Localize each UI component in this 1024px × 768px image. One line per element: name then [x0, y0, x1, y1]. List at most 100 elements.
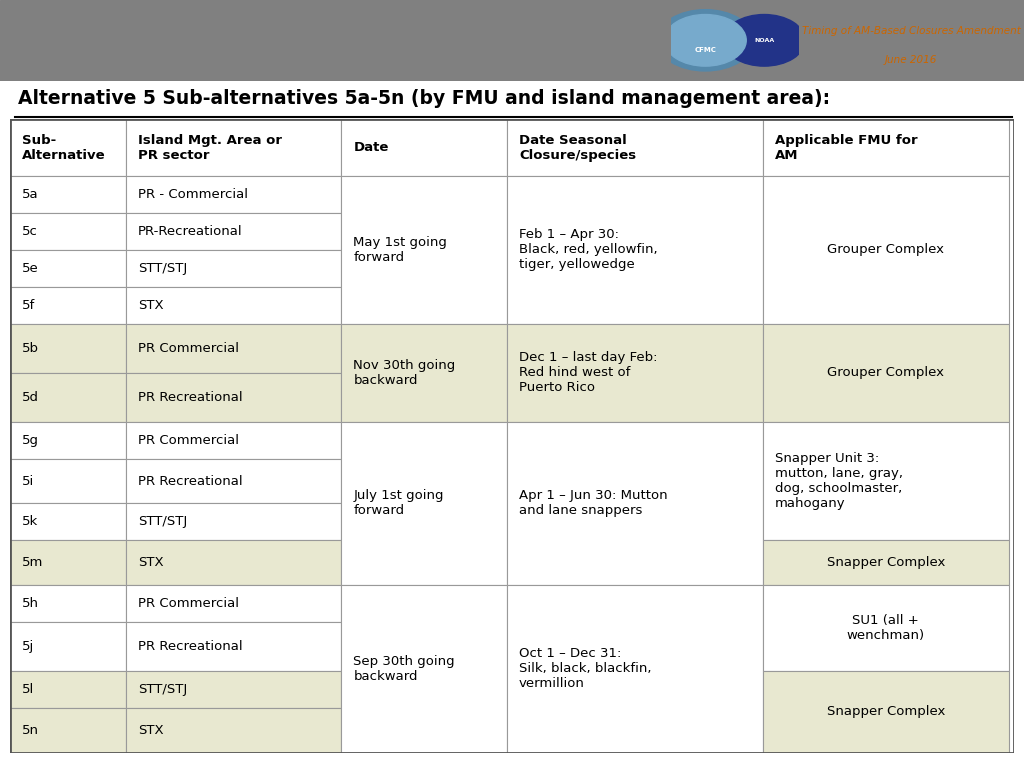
Text: 5d: 5d: [23, 391, 39, 404]
Text: July 1st going
forward: July 1st going forward: [353, 489, 444, 518]
Bar: [507, 422, 763, 585]
Bar: [10, 585, 126, 622]
Bar: [10, 708, 126, 753]
Bar: [341, 585, 507, 753]
Bar: [341, 176, 507, 324]
Text: Snapper Unit 3:
mutton, lane, gray,
dog, schoolmaster,
mahogany: Snapper Unit 3: mutton, lane, gray, dog,…: [775, 452, 903, 510]
Text: 5n: 5n: [23, 723, 39, 737]
Circle shape: [656, 10, 754, 71]
Text: STX: STX: [137, 723, 163, 737]
Text: CFMC: CFMC: [694, 47, 716, 53]
Text: PR Commercial: PR Commercial: [137, 342, 239, 355]
Bar: [10, 458, 126, 503]
Text: Grouper Complex: Grouper Complex: [827, 366, 944, 379]
Bar: [763, 585, 1009, 671]
Bar: [10, 324, 126, 372]
Text: PR-Recreational: PR-Recreational: [137, 225, 243, 238]
Text: 5h: 5h: [23, 597, 39, 610]
Bar: [10, 622, 126, 671]
Text: STT/STJ: STT/STJ: [137, 515, 187, 528]
Bar: [126, 119, 341, 176]
Bar: [126, 422, 341, 458]
Text: Date Seasonal
Closure/species: Date Seasonal Closure/species: [519, 134, 636, 161]
Bar: [341, 422, 507, 585]
Text: 5c: 5c: [23, 225, 38, 238]
Bar: [126, 250, 341, 287]
Text: 5f: 5f: [23, 299, 36, 312]
Bar: [10, 503, 126, 541]
Text: PR Commercial: PR Commercial: [137, 434, 239, 447]
Text: May 1st going
forward: May 1st going forward: [353, 236, 447, 264]
Text: Snapper Complex: Snapper Complex: [826, 556, 945, 569]
Text: STT/STJ: STT/STJ: [137, 262, 187, 275]
Text: PR Recreational: PR Recreational: [137, 391, 243, 404]
Bar: [126, 372, 341, 422]
Bar: [126, 458, 341, 503]
Bar: [126, 671, 341, 708]
Text: PR Commercial: PR Commercial: [137, 597, 239, 610]
Circle shape: [665, 15, 746, 66]
Bar: [126, 503, 341, 541]
Text: 5j: 5j: [23, 640, 35, 653]
Bar: [126, 213, 341, 250]
Text: Sub-
Alternative: Sub- Alternative: [23, 134, 105, 161]
Text: Grouper Complex: Grouper Complex: [827, 243, 944, 257]
Bar: [10, 176, 126, 213]
Text: PR - Commercial: PR - Commercial: [137, 188, 248, 201]
Text: Feb 1 – Apr 30:
Black, red, yellowfin,
tiger, yellowedge: Feb 1 – Apr 30: Black, red, yellowfin, t…: [519, 229, 657, 272]
Bar: [763, 324, 1009, 422]
Text: NOAA: NOAA: [754, 38, 774, 43]
Text: 5i: 5i: [23, 475, 35, 488]
Bar: [763, 119, 1009, 176]
Bar: [10, 213, 126, 250]
Text: 5m: 5m: [23, 556, 44, 569]
Text: STX: STX: [137, 556, 163, 569]
Text: 5k: 5k: [23, 515, 39, 528]
Bar: [126, 585, 341, 622]
Text: PR Recreational: PR Recreational: [137, 640, 243, 653]
Text: Timing of AM-Based Closures Amendment: Timing of AM-Based Closures Amendment: [802, 25, 1021, 35]
Bar: [507, 324, 763, 422]
Text: PR Recreational: PR Recreational: [137, 475, 243, 488]
Bar: [10, 671, 126, 708]
Bar: [126, 324, 341, 372]
Bar: [10, 250, 126, 287]
Text: June 2016: June 2016: [885, 55, 938, 65]
Text: Sep 30th going
backward: Sep 30th going backward: [353, 655, 455, 683]
Text: 5b: 5b: [23, 342, 39, 355]
Text: 5l: 5l: [23, 683, 35, 696]
Text: 5a: 5a: [23, 188, 39, 201]
Bar: [341, 324, 507, 422]
Text: SU1 (all +
wenchman): SU1 (all + wenchman): [847, 614, 925, 642]
Text: 5g: 5g: [23, 434, 39, 447]
Bar: [126, 176, 341, 213]
Text: Applicable FMU for
AM: Applicable FMU for AM: [775, 134, 918, 161]
Text: Date: Date: [353, 141, 389, 154]
Bar: [10, 119, 126, 176]
Circle shape: [723, 15, 805, 66]
Text: Island Mgt. Area or
PR sector: Island Mgt. Area or PR sector: [137, 134, 282, 161]
Bar: [763, 541, 1009, 585]
Text: STX: STX: [137, 299, 163, 312]
Bar: [126, 287, 341, 324]
Text: Alternative 5 Sub-alternatives 5a-5n (by FMU and island management area):: Alternative 5 Sub-alternatives 5a-5n (by…: [18, 89, 830, 108]
Bar: [126, 622, 341, 671]
Text: Nov 30th going
backward: Nov 30th going backward: [353, 359, 456, 387]
Bar: [507, 176, 763, 324]
Bar: [341, 119, 507, 176]
Bar: [10, 287, 126, 324]
Bar: [126, 541, 341, 585]
Text: Apr 1 – Jun 30: Mutton
and lane snappers: Apr 1 – Jun 30: Mutton and lane snappers: [519, 489, 668, 518]
Bar: [507, 119, 763, 176]
Bar: [507, 585, 763, 753]
Text: 5e: 5e: [23, 262, 39, 275]
Text: Oct 1 – Dec 31:
Silk, black, blackfin,
vermillion: Oct 1 – Dec 31: Silk, black, blackfin, v…: [519, 647, 651, 690]
Text: Snapper Complex: Snapper Complex: [826, 705, 945, 718]
Bar: [763, 422, 1009, 541]
Bar: [10, 372, 126, 422]
Bar: [763, 176, 1009, 324]
Bar: [763, 671, 1009, 753]
Bar: [126, 708, 341, 753]
Text: Dec 1 – last day Feb:
Red hind west of
Puerto Rico: Dec 1 – last day Feb: Red hind west of P…: [519, 351, 657, 394]
Bar: [10, 422, 126, 458]
